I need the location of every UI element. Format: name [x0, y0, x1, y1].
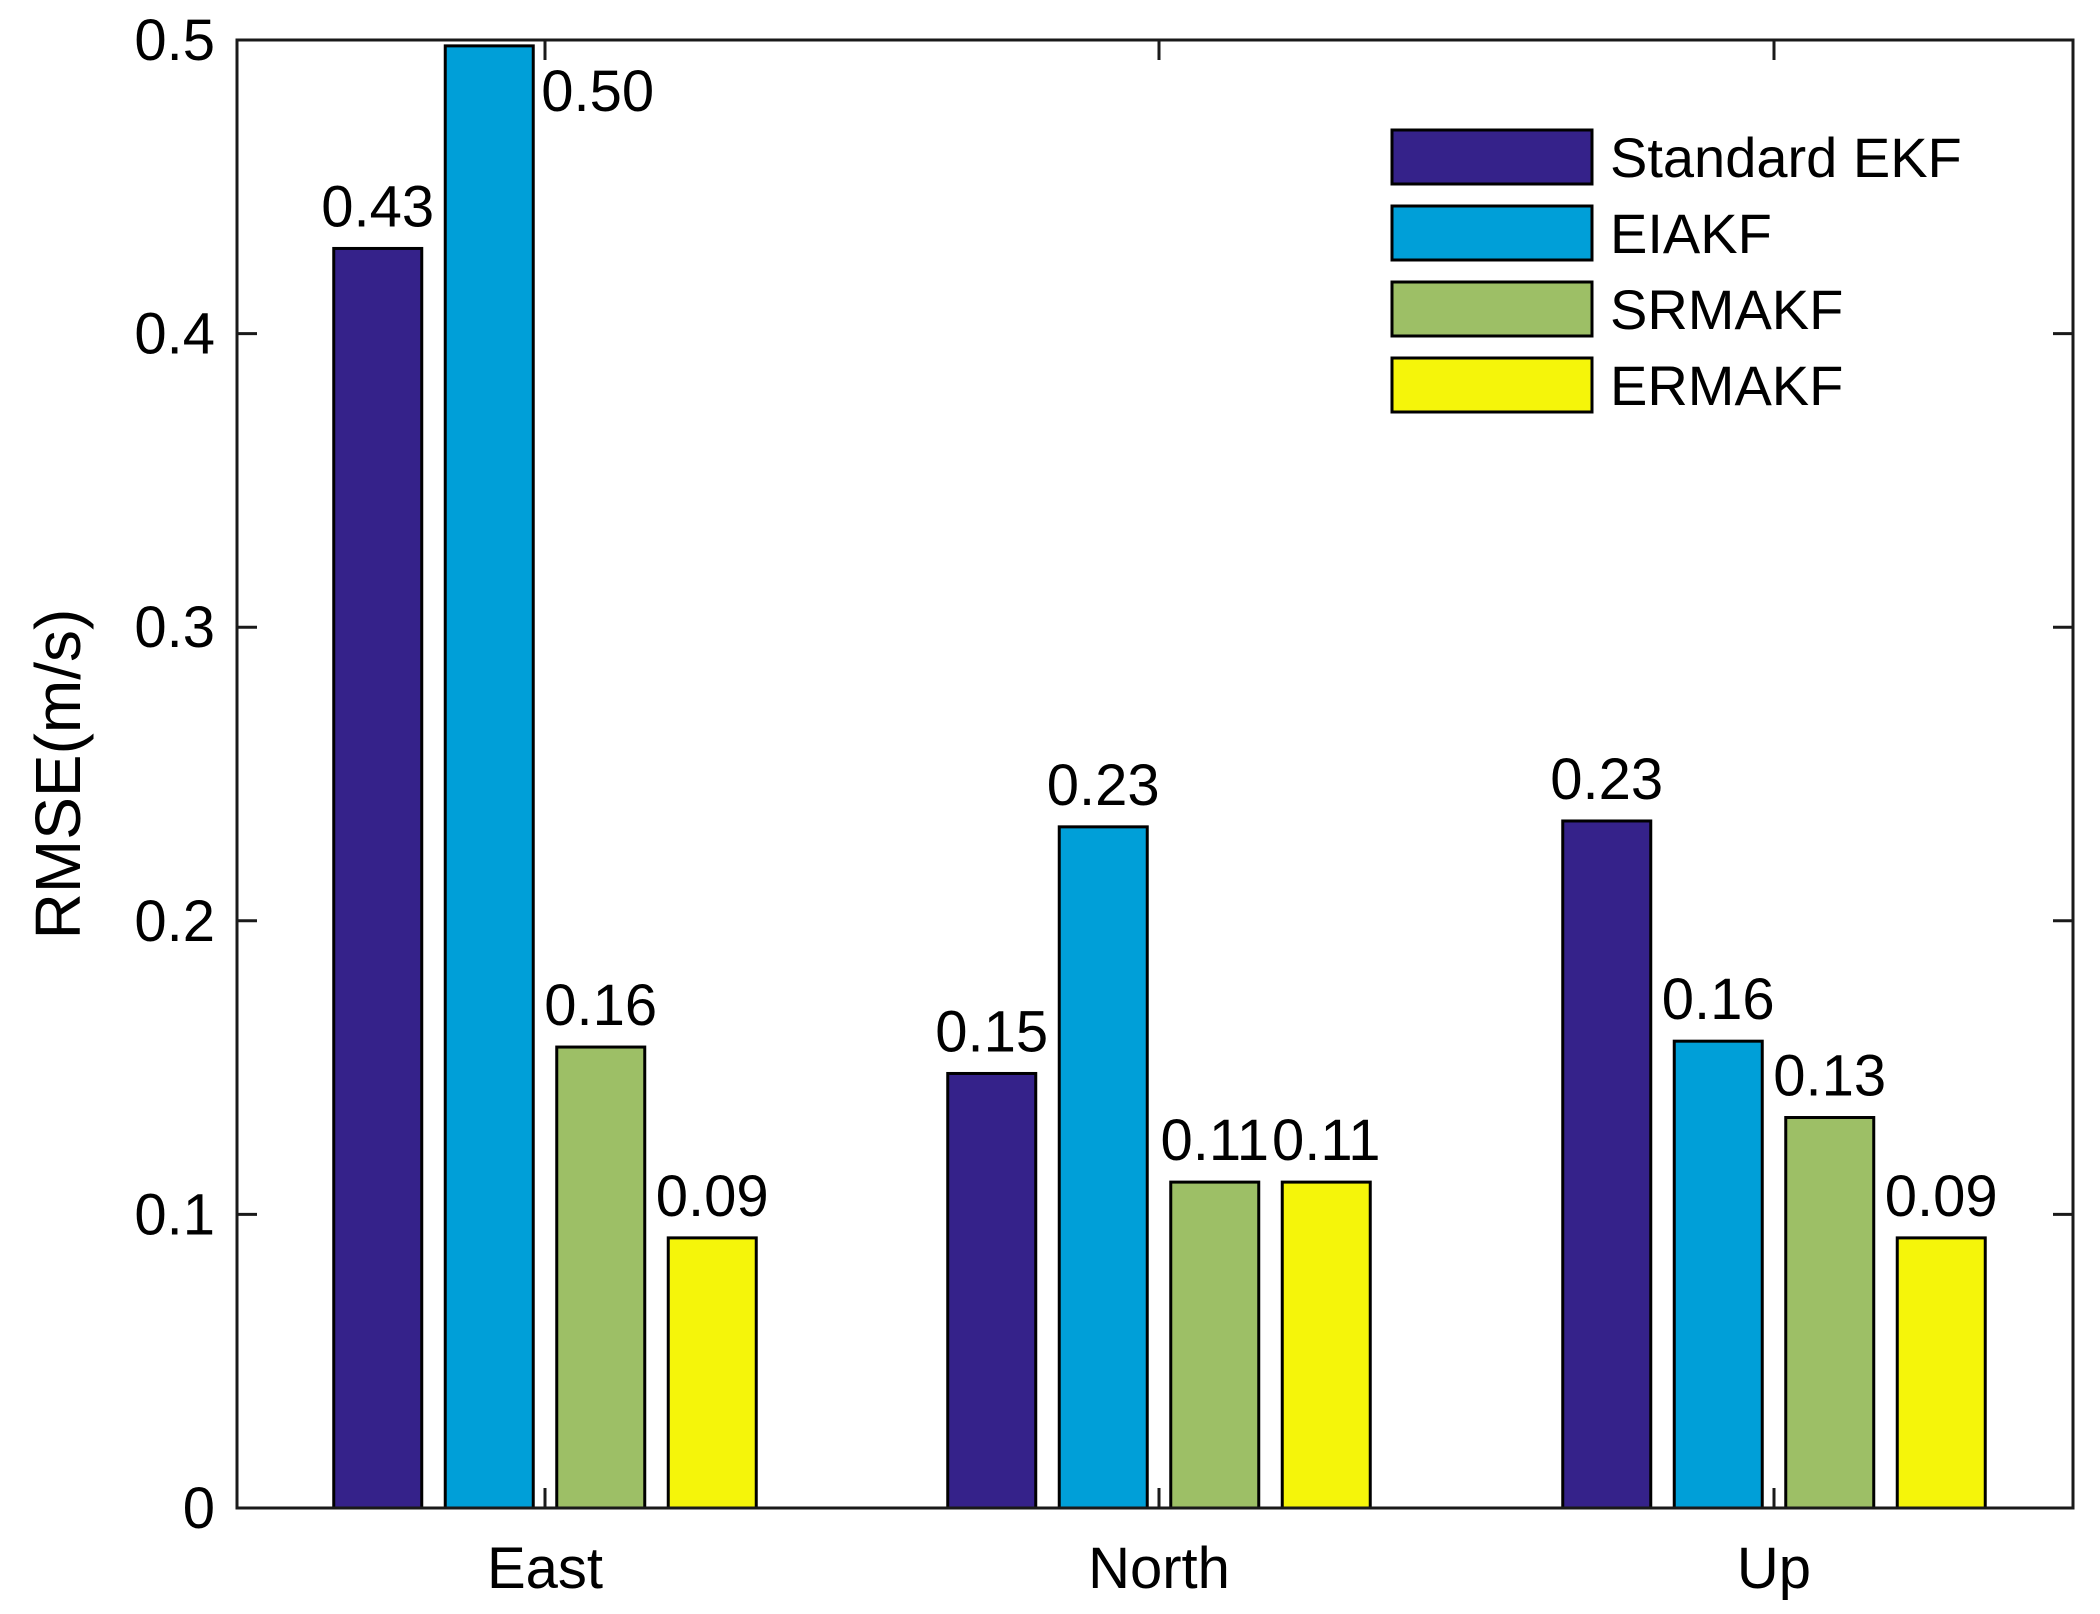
legend-swatch [1390, 128, 1594, 186]
y-axis: 0 0.1 0.2 0.3 0.4 0.5 [134, 8, 2073, 1541]
legend-swatch [1390, 280, 1594, 338]
y-axis-label: RMSE(m/s) [22, 609, 94, 940]
legend-label: Standard EKF [1610, 126, 1962, 189]
bar [1895, 1236, 1987, 1510]
bar [1672, 1039, 1764, 1510]
bar-value-label: 0.15 [935, 999, 1048, 1064]
y-tick-label: 0.5 [134, 8, 215, 73]
legend-label: EIAKF [1610, 202, 1772, 265]
x-tick-label: East [487, 1536, 603, 1601]
y-tick-label: 0.3 [134, 595, 215, 660]
bar [1561, 819, 1653, 1510]
legend: Standard EKF EIAKF SRMAKF ERMAKF [1390, 126, 1962, 417]
bar-value-label: 0.13 [1773, 1044, 1886, 1109]
bar [1280, 1180, 1372, 1510]
bar-value-label: 0.16 [544, 973, 657, 1038]
bar-value-label: 0.11 [1160, 1108, 1269, 1173]
bar [332, 246, 424, 1510]
y-tick-label: 0.4 [134, 302, 215, 367]
legend-label: ERMAKF [1610, 354, 1843, 417]
y-tick-label: 0.1 [134, 1182, 215, 1247]
legend-swatch [1390, 204, 1594, 262]
bar-value-label: 0.11 [1272, 1108, 1381, 1173]
plot-frame [235, 38, 2075, 1510]
bar-value-label: 0.50 [541, 59, 654, 124]
bar-value-label: 0.09 [1885, 1164, 1998, 1229]
bar-value-label: 0.16 [1662, 967, 1775, 1032]
bar-value-label: 0.23 [1550, 747, 1663, 812]
bar [555, 1045, 647, 1510]
y-tick-label: 0.2 [134, 889, 215, 954]
bar [443, 44, 535, 1510]
bar [666, 1236, 758, 1510]
bar [1169, 1180, 1261, 1510]
bars-layer [332, 44, 1987, 1510]
x-tick-label: Up [1737, 1536, 1811, 1601]
y-tick-label: 0 [183, 1476, 215, 1541]
legend-label: SRMAKF [1610, 278, 1843, 341]
bar [1057, 825, 1149, 1510]
x-tick-label: North [1088, 1536, 1230, 1601]
bar-value-label: 0.43 [321, 174, 434, 239]
bar-value-label: 0.09 [656, 1164, 769, 1229]
bar-labels-layer: 0.43 0.50 0.16 0.09 0.15 0.23 0.11 0.11 0.23 0.16… [321, 59, 1997, 1229]
legend-swatch [1390, 356, 1594, 414]
x-axis: East North Up [487, 40, 1811, 1601]
bar-value-label: 0.23 [1047, 753, 1160, 818]
bar [946, 1071, 1038, 1510]
bar [1784, 1116, 1876, 1510]
